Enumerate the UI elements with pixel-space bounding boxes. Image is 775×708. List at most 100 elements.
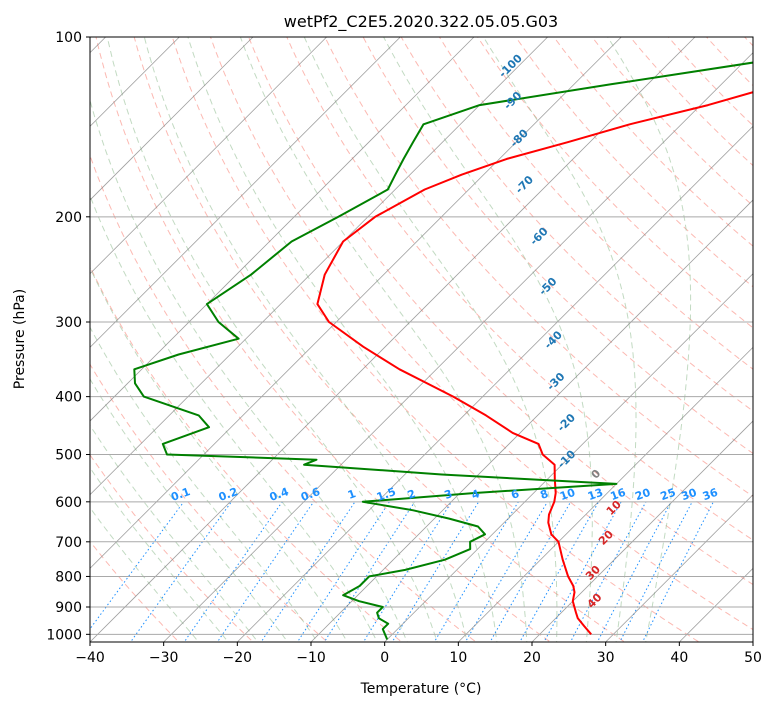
moist-adiabat-line: [90, 506, 200, 642]
isotherm-line: [90, 37, 622, 569]
x-axis-title: Temperature (°C): [360, 681, 482, 697]
isotherm-line: [531, 420, 753, 642]
x-tick-label: −20: [223, 650, 253, 666]
y-tick-label: 600: [55, 495, 82, 511]
mixing-ratio-label: 10: [558, 486, 577, 504]
y-tick-label: 500: [55, 448, 82, 464]
isotherm-line: [752, 641, 753, 642]
dry-adiabat-line: [133, 37, 626, 642]
mixing-ratio-line: [433, 501, 519, 642]
dry-adiabat-line: [286, 37, 753, 541]
dry-adiabat-line: [362, 37, 753, 455]
mixing-ratio-line: [323, 501, 416, 642]
moist-adiabat-line: [607, 37, 692, 642]
isotherm-line: [90, 37, 401, 348]
isotherm-line: [237, 125, 753, 642]
dry-adiabat-line: [248, 37, 753, 586]
mixing-ratio-label: 13: [586, 486, 605, 503]
moist-adiabat-line: [90, 326, 319, 642]
mixing-ratio-label: 0.4: [268, 485, 291, 504]
y-tick-label: 400: [55, 390, 82, 406]
mixing-ratio-line: [183, 501, 283, 642]
dry-adiabat-line: [324, 37, 753, 498]
mixing-ratio-line: [642, 501, 714, 642]
x-tick-label: 10: [449, 650, 467, 666]
moist-adiabat-line: [90, 424, 259, 642]
isotherm-line: [384, 273, 753, 642]
mixing-ratio-label: 0.1: [169, 485, 192, 504]
dry-adiabat-line: [770, 24, 775, 647]
x-tick-label: 40: [670, 650, 688, 666]
x-tick-label: −10: [296, 650, 326, 666]
y-tick-label: 1000: [46, 627, 82, 643]
dry-adiabat-line: [209, 37, 753, 631]
x-tick-label: 50: [744, 650, 762, 666]
mixing-ratio-label: 36: [701, 486, 720, 504]
chart-title: wetPf2_C2E5.2020.322.05.05.G03: [284, 12, 558, 32]
x-tick-label: 30: [597, 650, 615, 666]
mixing-ratio-line: [464, 501, 548, 642]
mixing-ratio-label: 1.5: [375, 485, 398, 504]
y-tick-label: 900: [55, 600, 82, 616]
y-axis-title: Pressure (hPa): [12, 289, 28, 389]
mixing-ratio-label: 6: [509, 487, 521, 502]
isotherm-line: [90, 37, 548, 496]
moist-adiabat-line: [90, 378, 289, 642]
moist-adiabat-line: [187, 37, 498, 642]
x-tick-label: 20: [523, 650, 541, 666]
chart-series: [133, 61, 753, 640]
dry-adiabat-line: [95, 37, 552, 642]
moist-adiabat-line: [303, 37, 558, 642]
y-tick-label: 800: [55, 569, 82, 585]
mixing-ratio-label: 1: [346, 487, 358, 502]
mixing-ratio-label: 4: [470, 487, 482, 502]
x-tick-label: −40: [75, 650, 105, 666]
mixing-ratio-line: [489, 501, 572, 642]
dry-adiabat-line: [90, 363, 329, 642]
mixing-ratio-label: 3: [443, 487, 455, 502]
moist-adiabat-line: [482, 37, 637, 642]
mixing-ratio-label: 25: [659, 486, 678, 503]
isotherm-line: [163, 52, 753, 642]
mixing-ratio-line: [296, 501, 390, 642]
dewpoint-profile-line: [133, 61, 753, 640]
x-tick-label: 0: [380, 650, 389, 666]
mixing-ratio-line: [391, 501, 480, 642]
plot-frame: [89, 36, 754, 643]
y-tick-label: 700: [55, 535, 82, 551]
dry-adiabat-line: [171, 37, 700, 642]
mixing-ratio-label: 30: [680, 486, 699, 504]
moist-adiabat-line: [143, 37, 468, 642]
isotherm-line: [90, 37, 254, 201]
moist-adiabat-line: [90, 467, 229, 642]
y-tick-label: 100: [55, 30, 82, 46]
dry-adiabat-line: [438, 37, 753, 370]
moist-adiabat-line: [383, 37, 593, 642]
moist-adiabat-line: [90, 194, 378, 642]
mixing-ratio-label: 2: [406, 487, 418, 502]
isotherm-line: [605, 494, 753, 642]
dry-adiabat-line: [400, 37, 753, 412]
y-tick-label: 200: [55, 210, 82, 226]
mixing-ratio-label: 16: [609, 486, 628, 504]
y-tick-label: 300: [55, 315, 82, 331]
isotherm-line: [310, 199, 753, 642]
mixing-ratio-line: [129, 501, 232, 642]
dry-adiabat-line: [90, 154, 477, 642]
dry-adiabat-line: [477, 37, 753, 329]
dry-adiabat-line: [90, 453, 254, 642]
mixing-ratio-label: 0.2: [217, 485, 240, 504]
mixing-ratio-label: 8: [538, 487, 550, 502]
mixing-ratio-label: 0.6: [299, 485, 322, 504]
mixing-ratio-label: 20: [633, 486, 652, 504]
chart-grid: [90, 24, 775, 647]
isotherm-line: [90, 37, 327, 275]
moist-adiabat-line: [239, 37, 528, 642]
moist-adiabat-line: [90, 266, 348, 642]
moist-adiabat-line: [106, 37, 438, 642]
mixing-ratio-line: [596, 501, 672, 642]
isotherm-line: [90, 37, 696, 642]
mixing-ratio-line: [619, 501, 693, 642]
